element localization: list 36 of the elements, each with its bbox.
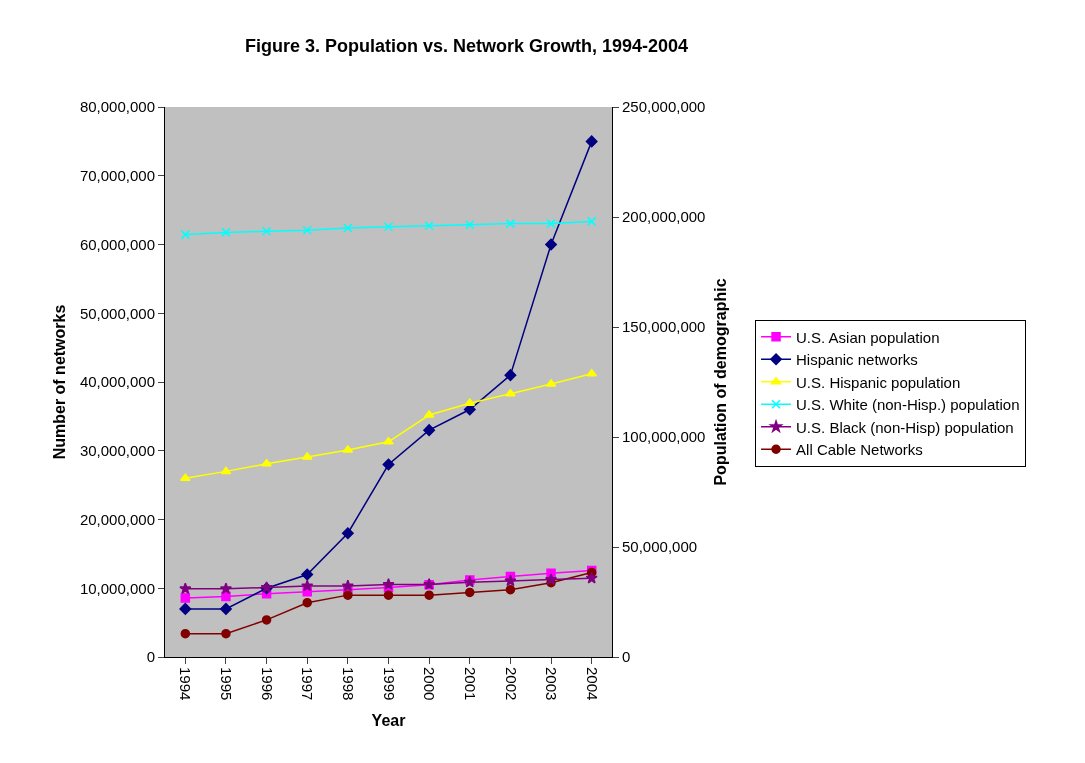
- x-tick-label: 2004: [583, 667, 601, 701]
- x-tick-label: 2001: [461, 667, 479, 701]
- y2-tick-label: 50,000,000: [622, 538, 698, 556]
- x-tick-label: 1999: [380, 667, 398, 701]
- y-tick-label: 50,000,000: [79, 304, 155, 322]
- y-tick-label: 40,000,000: [79, 373, 155, 391]
- y-tick-label: 20,000,000: [79, 510, 155, 528]
- x-tick-label: 2000: [421, 667, 439, 701]
- y2-tick-label: 200,000,000: [622, 208, 706, 226]
- x-tick-label: 1995: [218, 667, 236, 701]
- y-tick-label: 30,000,000: [79, 442, 155, 459]
- legend-label: Hispanic networks: [796, 351, 918, 369]
- x-axis-title: Year: [371, 712, 406, 730]
- y-tick-label: 0: [146, 648, 155, 666]
- legend-label: U.S. Hispanic population: [796, 373, 961, 391]
- x-tick-label: 1994: [177, 667, 195, 701]
- legend-label: U.S. White (non-Hisp.) population: [796, 396, 1020, 414]
- x-tick-label: 1998: [339, 667, 357, 701]
- y2-tick-label: 0: [622, 648, 631, 666]
- y-tick-label: 70,000,000: [79, 167, 155, 184]
- legend-label: U.S. Asian population: [796, 328, 940, 346]
- y-axis-title: Number of networks: [50, 304, 68, 460]
- legend-label: All Cable Networks: [796, 441, 923, 459]
- y-tick-label: 80,000,000: [79, 98, 155, 116]
- x-tick-label: 1996: [258, 667, 276, 701]
- legend-label: U.S. Black (non-Hisp) population: [796, 418, 1014, 436]
- y-tick-label: 60,000,000: [79, 235, 155, 253]
- y2-tick-label: 100,000,000: [622, 428, 706, 446]
- chart-title: Figure 3. Population vs. Network Growth, 1994-2004: [244, 36, 689, 57]
- x-tick-label: 2003: [543, 667, 561, 701]
- x-tick-label: 1997: [299, 667, 317, 701]
- y2-axis-title: Population of demographic: [712, 278, 730, 486]
- y-tick-label: 10,000,000: [79, 579, 155, 597]
- x-tick-label: 2002: [502, 667, 520, 701]
- y2-tick-label: 150,000,000: [622, 318, 706, 336]
- y2-tick-label: 250,000,000: [622, 98, 706, 116]
